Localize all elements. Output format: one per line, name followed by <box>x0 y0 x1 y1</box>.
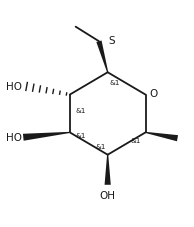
Text: HO: HO <box>6 81 22 91</box>
Text: &1: &1 <box>75 108 86 114</box>
Text: &1: &1 <box>130 138 141 144</box>
Text: &1: &1 <box>75 132 86 138</box>
Text: &1: &1 <box>110 80 120 86</box>
Text: &1: &1 <box>96 144 106 150</box>
Polygon shape <box>23 132 70 141</box>
Polygon shape <box>96 41 108 73</box>
Polygon shape <box>145 132 178 142</box>
Text: O: O <box>150 89 158 99</box>
Text: S: S <box>108 35 115 45</box>
Polygon shape <box>105 155 111 185</box>
Text: HO: HO <box>6 133 22 143</box>
Text: OH: OH <box>100 190 116 200</box>
